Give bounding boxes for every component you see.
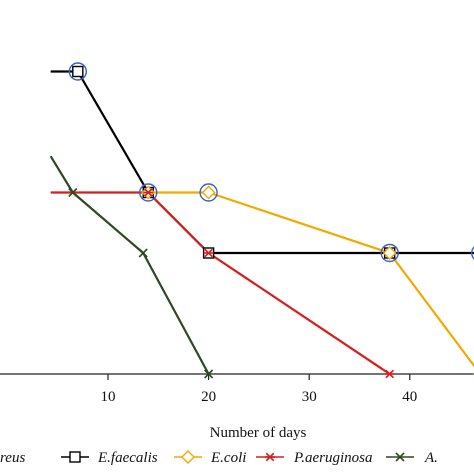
x-tick-label-10: 10 [101, 389, 116, 405]
legend-label-p-aeruginosa: P.aeruginosa [293, 450, 372, 466]
legend-item-e-faecalis: E.faecalis [61, 450, 158, 466]
legend-symbol-e-coli [181, 450, 195, 464]
x-tick-label-20: 20 [201, 389, 216, 405]
marker-e-faecalis-1 [72, 65, 84, 78]
marker-s-aureus-2 [199, 183, 218, 202]
marker-s-aureus-0 [68, 62, 88, 81]
legend: reus E.faecalis E.coli P.aeruginosa A. [0, 450, 438, 466]
marker-s-aureus-1 [139, 183, 158, 202]
series-markers [68, 62, 474, 379]
marker-a-3 [204, 369, 214, 379]
marker-e-coli-2 [382, 246, 397, 260]
marker-p-aeruginosa-3 [384, 369, 395, 379]
marker-s-aureus-4 [471, 246, 474, 260]
series-line-a [49, 155, 210, 375]
marker-a-2 [138, 248, 148, 258]
legend-item-p-aeruginosa: P.aeruginosa [256, 450, 372, 466]
marker-a-1 [68, 187, 78, 198]
legend-symbol-e-faecalis [69, 451, 81, 463]
series-line-e-faecalis [50, 70, 474, 255]
marker-p-aeruginosa-1 [143, 188, 154, 197]
series-line-e-coli [148, 191, 474, 368]
marker-p-aeruginosa-2 [203, 248, 214, 258]
x-tick-label-30: 30 [302, 389, 317, 405]
x-tick-label-40: 40 [402, 389, 417, 405]
legend-label-e-coli: E.coli [210, 450, 246, 466]
series-line-p-aeruginosa [50, 191, 391, 375]
legend-label-s-aureus: reus [0, 450, 25, 466]
marker-s-aureus-3 [380, 243, 399, 263]
legend-label-a: A. [424, 450, 438, 466]
x-axis-title: Number of days [210, 425, 307, 441]
legend-label-e-faecalis: E.faecalis [97, 450, 158, 466]
legend-item-e-coli: E.coli [174, 450, 246, 466]
legend-symbol-p-aeruginosa [265, 452, 275, 462]
marker-e-coli-1 [201, 185, 216, 200]
legend-item-s-aureus: reus [0, 450, 25, 466]
legend-item-a: A. [386, 450, 438, 466]
x-axis-ticks: 1020304050 [101, 374, 417, 405]
series-lines [49, 70, 474, 375]
legend-symbol-a [395, 452, 405, 462]
